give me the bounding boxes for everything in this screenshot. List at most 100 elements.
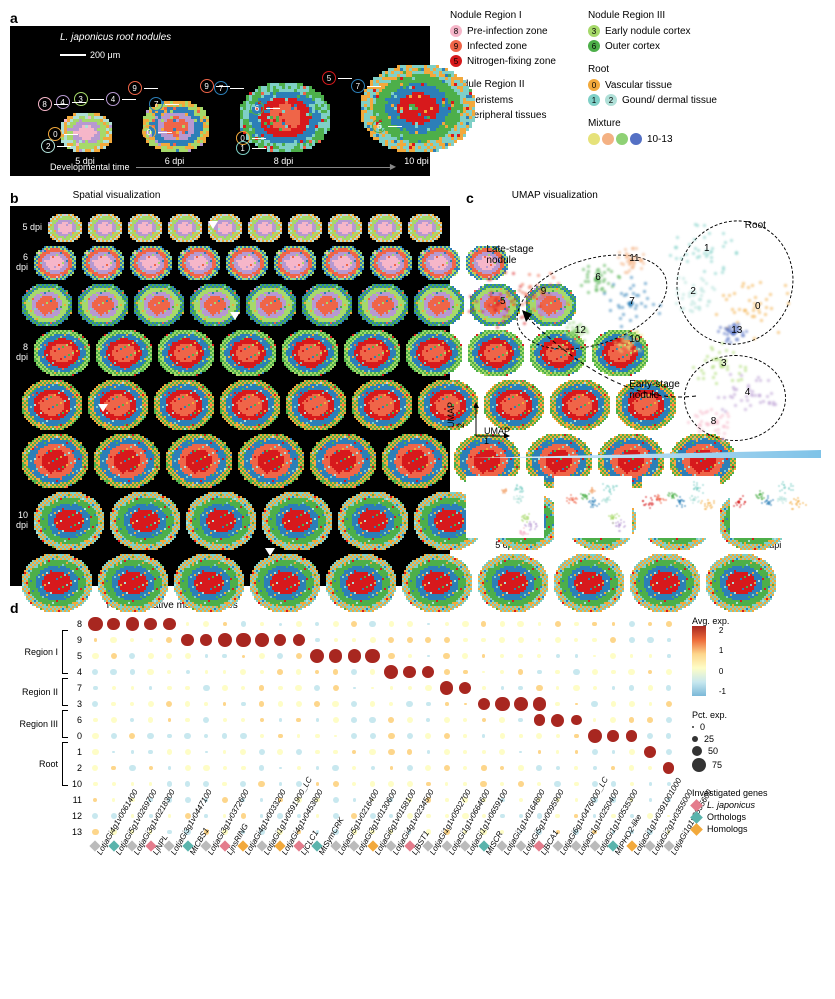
dotplot-dot: [148, 717, 153, 722]
dotplot-dot: [444, 733, 450, 739]
legend-item: 6Outer cortex: [588, 40, 717, 52]
dotplot-dot: [112, 782, 116, 786]
pct-legend-item: 75: [692, 758, 768, 772]
dotplot-dot: [223, 766, 227, 770]
dotplot-dot: [593, 718, 596, 721]
dotplot-dot: [296, 669, 301, 674]
dotplot-dot: [610, 717, 616, 723]
umap-cluster-label: 13: [731, 325, 742, 336]
dotplot-dot: [205, 670, 208, 673]
y-tick: 13: [68, 824, 86, 840]
dotplot-dot: [390, 686, 393, 689]
dotplot-dot: [592, 669, 598, 675]
dotplot-dot: [352, 782, 356, 786]
mini-nodule: [176, 244, 220, 280]
dotplot-dot: [166, 701, 172, 707]
dotplot-dot: [463, 766, 467, 770]
dotplot-dot: [555, 814, 560, 819]
dotplot-dot: [186, 622, 189, 625]
dotplot-dot: [148, 701, 154, 707]
mini-nodule: [20, 378, 82, 430]
arrowhead-icon: [98, 404, 108, 412]
mini-nodule: [366, 212, 402, 242]
panel-b: b Spatial visualization 5 dpi6 dpi8 dpi1…: [10, 190, 450, 586]
umap-cluster-label: 12: [575, 325, 586, 336]
dotplot-dot: [223, 750, 226, 753]
umap-annotation: Late-stage nodule: [486, 244, 533, 266]
mini-nodule: [108, 490, 180, 550]
dotplot-dot: [236, 633, 251, 648]
dotplot-dot: [260, 734, 264, 738]
dotplot-dot: [537, 654, 541, 658]
mini-nodule: [46, 212, 82, 242]
pct-legend-item: 50: [692, 746, 768, 756]
dotplot-dot: [93, 686, 98, 691]
mini-nodule: [552, 552, 624, 612]
dotplot-dot: [573, 685, 580, 692]
dotplot-dot: [333, 781, 339, 787]
dotplot-dot: [384, 665, 398, 679]
dotplot-dot: [388, 781, 394, 787]
mini-nodule: [20, 552, 92, 612]
dotplot-dot: [185, 781, 190, 786]
dotplot-dot: [445, 702, 449, 706]
legend-item: 8Pre-infection zone: [450, 25, 556, 37]
dotplot-dot: [204, 734, 208, 738]
mini-nodule: [404, 328, 462, 376]
dotplot-dot: [333, 669, 338, 674]
y-tick: 2: [68, 760, 86, 776]
dotplot-dot: [445, 798, 449, 802]
dotplot-dot: [519, 734, 523, 738]
dotplot-dot: [626, 730, 637, 741]
dotplot-dot: [518, 718, 523, 723]
dotplot-dot: [314, 685, 320, 691]
dotplot-dot: [630, 782, 634, 786]
dotplot-dot: [223, 670, 226, 673]
mini-nodule: [244, 282, 296, 326]
dotplot-dot: [480, 781, 487, 788]
mini-nodule: [96, 552, 168, 612]
dotplot-dot: [610, 637, 616, 643]
dotplot-dot: [279, 782, 282, 785]
mini-nodule: [336, 490, 408, 550]
dotplot-dot: [501, 686, 504, 689]
callout-7: 7: [351, 79, 365, 93]
dotplot-dot: [240, 733, 247, 740]
dotplot-dot: [241, 813, 246, 818]
dotplot-dot: [260, 622, 264, 626]
y-group-label: Region II: [10, 687, 58, 697]
mini-nodule: [76, 282, 128, 326]
dotplot-dot: [611, 766, 615, 770]
dotplot-dot: [316, 718, 319, 721]
dotplot-dot: [351, 717, 357, 723]
dotplot-dot: [149, 782, 152, 785]
dotplot-dot: [94, 638, 97, 641]
dotplot-dot: [388, 637, 394, 643]
dotplot-dot: [126, 617, 139, 630]
dotplot-dot: [481, 765, 487, 771]
mini-nodule: [380, 432, 448, 488]
dotplot-dot: [536, 733, 542, 739]
dotplot-dot: [500, 782, 504, 786]
dotplot-dot: [185, 686, 190, 691]
mini-nodule: [320, 244, 364, 280]
mini-nodule: [342, 328, 400, 376]
dotplot-dot: [167, 734, 172, 739]
dotplot-dot: [241, 686, 245, 690]
dotplot-dot: [204, 814, 208, 818]
y-group-label: Root: [10, 759, 58, 769]
b-row-label: 5 dpi: [16, 222, 42, 232]
dotplot-dot: [575, 703, 578, 706]
panel-a-label: a: [10, 10, 430, 26]
panel-c-title: UMAP visualization: [512, 190, 598, 201]
mini-nodule: [156, 328, 214, 376]
dotplot-dot: [426, 702, 431, 707]
dotplot-dot: [185, 718, 190, 723]
dotplot-dot: [111, 766, 116, 771]
dotplot-dot: [310, 649, 324, 663]
dotplot-dot: [149, 686, 152, 689]
dotplot-dot: [533, 697, 546, 710]
dotplot-dot: [260, 670, 264, 674]
dotplot-dot: [611, 670, 616, 675]
dotplot-dot: [315, 638, 320, 643]
